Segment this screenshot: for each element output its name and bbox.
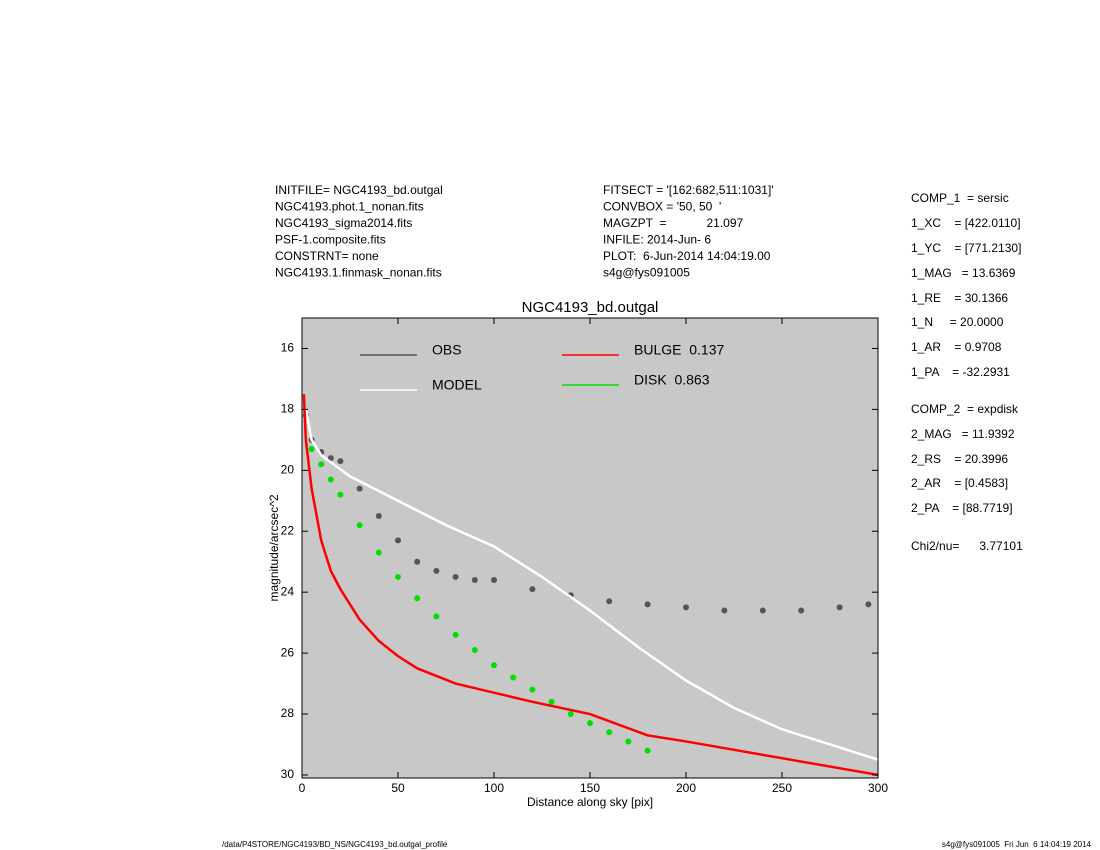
fit-parameter: 2_MAG = 11.9392 — [911, 427, 1015, 441]
header-text: NGC4193.phot.1_nonan.fits — [275, 200, 424, 214]
data-point — [308, 445, 315, 452]
fit-parameter: 1_N = 20.0000 — [911, 315, 1004, 329]
data-point — [337, 491, 344, 498]
y-tick-label: 26 — [281, 645, 295, 659]
footer-path: /data/P4STORE/NGC4193/BD_NS/NGC4193_bd.o… — [222, 840, 448, 849]
data-point — [606, 729, 613, 736]
data-point — [375, 513, 382, 520]
plot-area — [302, 318, 878, 778]
data-point — [471, 576, 478, 583]
header-text: INITFILE= NGC4193_bd.outgal — [275, 183, 443, 197]
y-tick-label: 24 — [281, 584, 295, 598]
header-text: CONSTRNT= none — [275, 249, 379, 263]
legend-label: MODEL — [432, 377, 482, 393]
fit-parameter: 1_AR = 0.9708 — [911, 340, 1002, 354]
data-point — [318, 461, 325, 468]
data-point — [452, 631, 459, 638]
data-point — [356, 485, 363, 492]
series-line — [304, 409, 878, 761]
data-point — [327, 476, 334, 483]
fit-parameter: 2_AR = [0.4583] — [911, 476, 1008, 490]
data-point — [375, 549, 382, 556]
fit-parameter: 1_MAG = 13.6369 — [911, 266, 1016, 280]
x-axis-label: Distance along sky [pix] — [527, 795, 653, 809]
fit-parameter: COMP_1 = sersic — [911, 191, 1009, 205]
header-text: INFILE: 2014-Jun- 6 — [603, 233, 711, 247]
fit-parameter: 2_PA = [88.7719] — [911, 501, 1013, 515]
data-point — [606, 598, 613, 605]
fit-parameter: 1_XC = [422.0110] — [911, 216, 1021, 230]
header-text: CONVBOX = '50, 50 ' — [603, 200, 721, 214]
legend-label: DISK 0.863 — [634, 372, 710, 388]
data-point — [433, 567, 440, 574]
data-point — [836, 604, 843, 611]
data-point — [529, 686, 536, 693]
header-text: MAGZPT = 21.097 — [603, 216, 743, 230]
series-line — [302, 394, 878, 777]
chart-title: NGC4193_bd.outgal — [522, 299, 659, 316]
data-point — [414, 558, 421, 565]
header-text: FITSECT = '[162:682,511:1031]' — [603, 183, 774, 197]
fit-parameter: 2_RS = 20.3996 — [911, 452, 1008, 466]
data-point — [721, 607, 728, 614]
x-tick-label: 150 — [580, 781, 600, 795]
header-text: NGC4193_sigma2014.fits — [275, 216, 412, 230]
y-tick-label: 18 — [281, 402, 295, 416]
fit-parameter: Chi2/nu= 3.77101 — [911, 539, 1023, 553]
data-point — [471, 647, 478, 654]
x-tick-label: 250 — [772, 781, 792, 795]
data-point — [644, 747, 651, 754]
data-point — [395, 537, 401, 544]
footer-stamp: s4g@fys091005 Fri Jun 6 14:04:19 2014 — [942, 840, 1092, 849]
fit-parameter: 1_PA = -32.2931 — [911, 365, 1010, 379]
x-tick-label: 50 — [391, 781, 405, 795]
data-point — [510, 674, 517, 681]
fit-parameter: COMP_2 = expdisk — [911, 402, 1019, 416]
header-text: NGC4193.1.finmask_nonan.fits — [275, 266, 442, 280]
legend-label: OBS — [432, 342, 462, 358]
fit-parameter: 1_YC = [771.2130] — [911, 241, 1021, 255]
y-tick-label: 30 — [281, 767, 295, 781]
data-point — [356, 522, 363, 529]
y-tick-label: 28 — [281, 706, 295, 720]
x-tick-label: 300 — [868, 781, 888, 795]
data-point — [529, 586, 536, 593]
data-point — [452, 573, 459, 580]
data-point — [865, 601, 872, 608]
data-point — [491, 576, 497, 583]
header-text: PSF-1.composite.fits — [275, 233, 386, 247]
y-tick-label: 22 — [281, 523, 295, 537]
header-text: PLOT: 6-Jun-2014 14:04:19.00 — [603, 249, 771, 263]
data-point — [395, 573, 401, 580]
data-point — [798, 607, 805, 614]
x-tick-label: 200 — [676, 781, 696, 795]
y-axis-label: magnitude/arcsec^2 — [267, 494, 281, 601]
fit-parameter: 1_RE = 30.1366 — [911, 291, 1008, 305]
y-tick-label: 20 — [281, 462, 295, 476]
data-point — [414, 595, 421, 602]
data-point — [759, 607, 766, 614]
data-point — [433, 613, 440, 620]
data-point — [337, 458, 344, 465]
data-point — [548, 698, 555, 705]
data-point — [683, 604, 689, 611]
data-point — [625, 738, 632, 745]
legend-label: BULGE 0.137 — [634, 342, 724, 358]
data-point — [567, 711, 574, 718]
data-point — [587, 720, 593, 727]
data-point — [644, 601, 651, 608]
data-point — [491, 662, 497, 669]
x-tick-label: 100 — [484, 781, 504, 795]
y-tick-label: 16 — [281, 341, 295, 355]
x-tick-label: 0 — [299, 781, 306, 795]
header-text: s4g@fys091005 — [603, 266, 690, 280]
